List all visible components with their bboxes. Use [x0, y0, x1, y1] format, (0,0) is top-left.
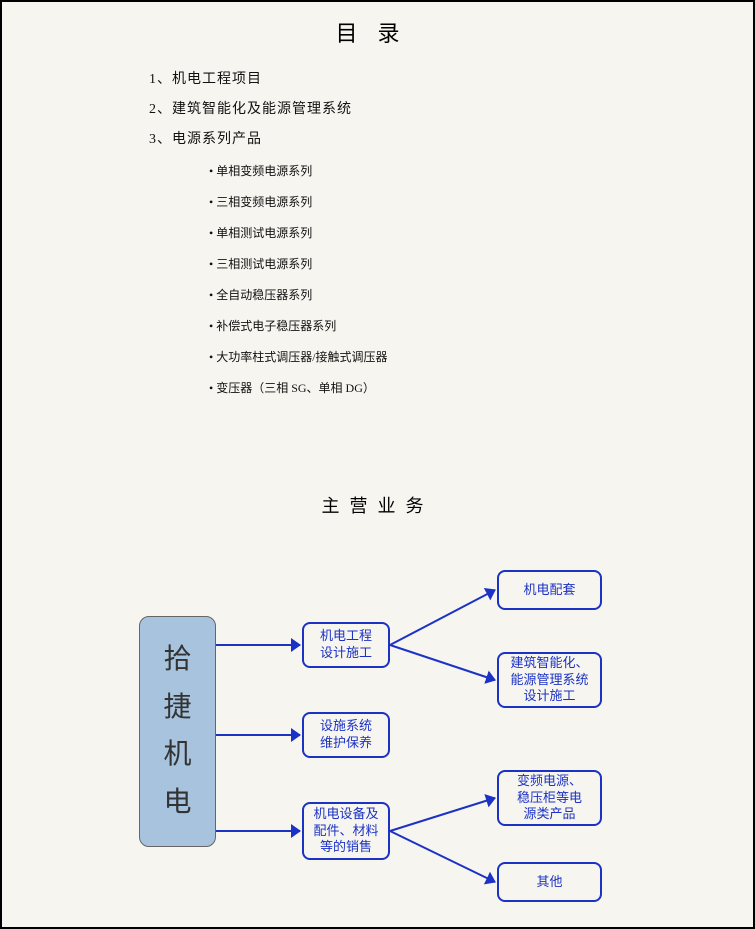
diagram-node-peitao: 机电配套	[497, 570, 602, 610]
toc-item: 1、机电工程项目	[149, 68, 352, 88]
toc-list: 1、机电工程项目 2、建筑智能化及能源管理系统 3、电源系列产品	[149, 68, 352, 158]
sublist-item: 补偿式电子稳压器系列	[209, 317, 388, 334]
page-title: 目录	[2, 16, 753, 48]
section-title: 主营业务	[2, 492, 753, 518]
arrow-n_eng-to-n_peitao	[390, 590, 495, 645]
sublist-item: 单相变频电源系列	[209, 162, 388, 179]
diagram-node-power: 变频电源、稳压柜等电源类产品	[497, 770, 602, 826]
diagram-root-char: 拾	[140, 646, 215, 674]
business-diagram: 拾捷机电 机电工程设计施工设施系统维护保养机电设备及配件、材料等的销售 机电配套建筑…	[2, 542, 755, 929]
toc-item: 2、建筑智能化及能源管理系统	[149, 98, 352, 118]
arrow-n_eng-to-n_intel	[390, 645, 495, 680]
sublist-item: 大功率柱式调压器/接触式调压器	[209, 348, 388, 365]
page: 目录 1、机电工程项目 2、建筑智能化及能源管理系统 3、电源系列产品 单相变频…	[0, 0, 755, 929]
diagram-root-char: 捷	[140, 694, 215, 722]
sublist-item: 三相测试电源系列	[209, 255, 388, 272]
sublist-item: 全自动稳压器系列	[209, 286, 388, 303]
diagram-node-eng: 机电工程设计施工	[302, 622, 390, 668]
diagram-root-char: 电	[140, 789, 215, 817]
diagram-node-intel: 建筑智能化、能源管理系统设计施工	[497, 652, 602, 708]
diagram-root-char: 机	[140, 741, 215, 769]
sublist-item: 三相变频电源系列	[209, 193, 388, 210]
arrow-n_sales-to-n_power	[390, 798, 495, 831]
toc-sublist: 单相变频电源系列 三相变频电源系列 单相测试电源系列 三相测试电源系列 全自动稳…	[209, 162, 388, 410]
diagram-node-maint: 设施系统维护保养	[302, 712, 390, 758]
sublist-item: 变压器（三相 SG、单相 DG）	[209, 379, 388, 396]
diagram-root-node: 拾捷机电	[139, 616, 216, 847]
sublist-item: 单相测试电源系列	[209, 224, 388, 241]
arrow-n_sales-to-n_other	[390, 831, 495, 882]
diagram-node-other: 其他	[497, 862, 602, 902]
diagram-node-sales: 机电设备及配件、材料等的销售	[302, 802, 390, 860]
toc-item: 3、电源系列产品	[149, 128, 352, 148]
